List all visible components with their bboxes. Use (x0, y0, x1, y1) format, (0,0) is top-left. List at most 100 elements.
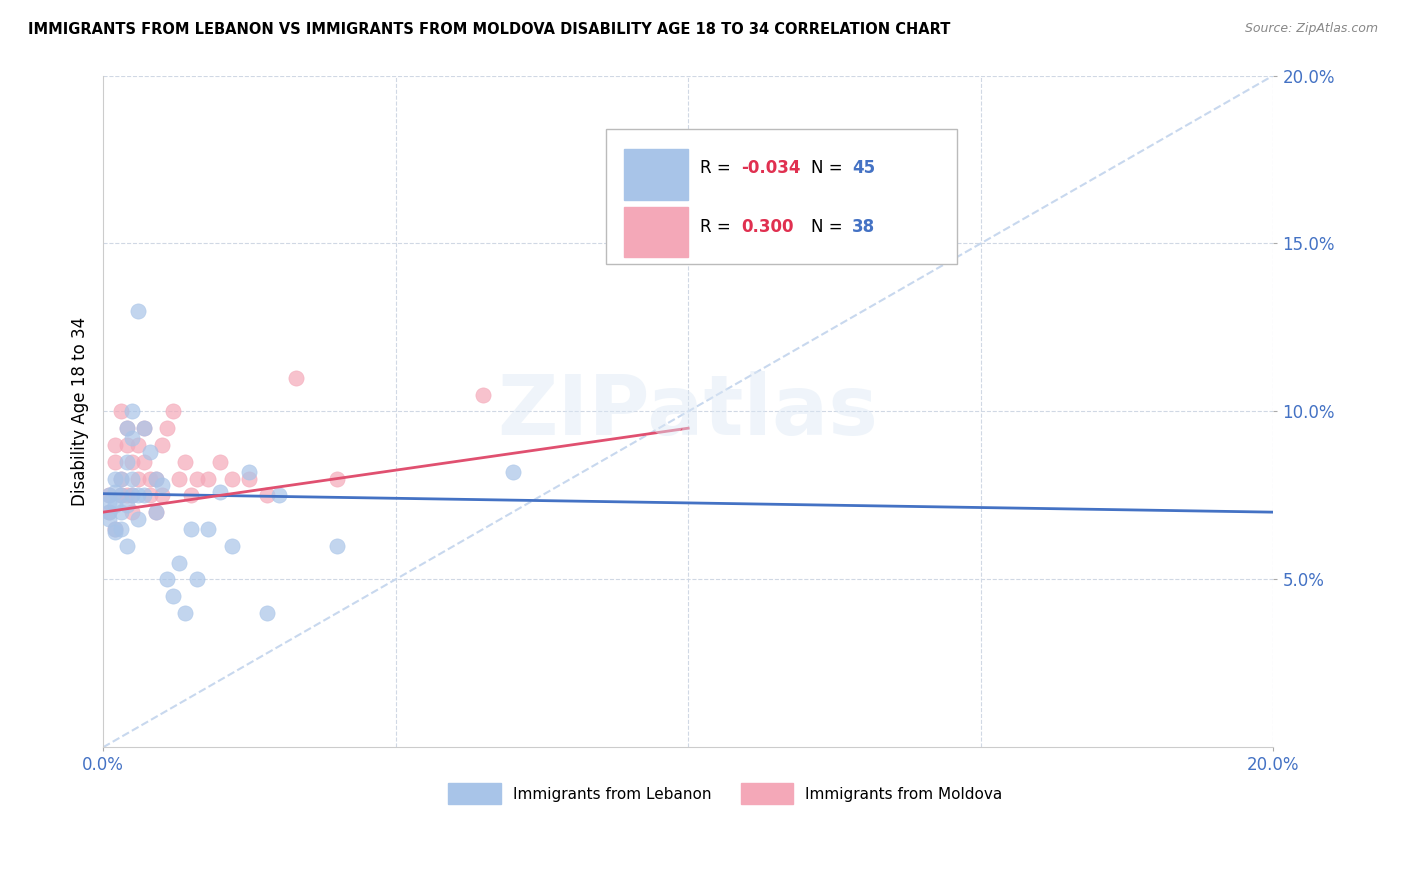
Point (132, 421, 155, 435)
Point (326, 539, 349, 553)
Text: Source: ZipAtlas.com: Source: ZipAtlas.com (1244, 22, 1378, 36)
Point (121, 455, 143, 469)
FancyBboxPatch shape (624, 150, 688, 200)
FancyBboxPatch shape (741, 783, 793, 805)
Point (115, 421, 138, 435)
Point (256, 606, 278, 620)
Point (110, 472, 132, 486)
Text: ZIPatlas: ZIPatlas (498, 371, 879, 452)
Point (127, 472, 149, 486)
Point (238, 465, 260, 479)
Point (132, 421, 155, 435)
Point (167, 472, 190, 486)
Point (98, 495, 121, 509)
Point (98, 488, 121, 502)
Point (221, 539, 243, 553)
Point (197, 522, 219, 536)
Point (150, 438, 173, 452)
Text: R =: R = (700, 218, 735, 235)
Point (139, 472, 162, 486)
Point (150, 488, 173, 502)
Point (104, 455, 127, 469)
Point (326, 472, 349, 486)
Point (104, 438, 127, 452)
FancyBboxPatch shape (606, 129, 957, 264)
Point (145, 472, 167, 486)
Point (121, 488, 143, 502)
Point (162, 589, 184, 603)
Point (110, 505, 132, 519)
FancyBboxPatch shape (624, 207, 688, 257)
Point (121, 505, 143, 519)
Point (174, 455, 197, 469)
Y-axis label: Disability Age 18 to 34: Disability Age 18 to 34 (72, 317, 89, 506)
Point (209, 485, 232, 500)
Point (186, 572, 208, 586)
Point (238, 472, 260, 486)
Point (180, 488, 202, 502)
Point (110, 488, 132, 502)
Point (98, 505, 121, 519)
Point (115, 438, 138, 452)
Point (115, 421, 138, 435)
Point (104, 522, 127, 536)
Point (676, 153, 699, 167)
Point (285, 371, 308, 385)
Point (115, 488, 138, 502)
Text: 0.300: 0.300 (741, 218, 793, 235)
Text: -0.034: -0.034 (741, 160, 800, 178)
Point (98, 488, 121, 502)
Point (110, 472, 132, 486)
Point (267, 488, 290, 502)
Point (104, 499, 127, 513)
Point (110, 522, 132, 536)
Point (209, 455, 232, 469)
Point (197, 472, 219, 486)
Point (502, 465, 524, 479)
Point (139, 444, 162, 458)
Point (104, 472, 127, 486)
Point (167, 556, 190, 570)
Point (121, 431, 143, 445)
Point (98, 512, 121, 526)
Point (180, 522, 202, 536)
Point (127, 512, 149, 526)
Text: 45: 45 (852, 160, 875, 178)
Point (127, 303, 149, 318)
Text: Immigrants from Lebanon: Immigrants from Lebanon (513, 787, 711, 802)
Point (110, 404, 132, 418)
Point (132, 455, 155, 469)
Point (115, 539, 138, 553)
Text: N =: N = (811, 160, 848, 178)
Text: IMMIGRANTS FROM LEBANON VS IMMIGRANTS FROM MOLDOVA DISABILITY AGE 18 TO 34 CORRE: IMMIGRANTS FROM LEBANON VS IMMIGRANTS FR… (28, 22, 950, 37)
Text: Immigrants from Moldova: Immigrants from Moldova (806, 787, 1002, 802)
Point (139, 488, 162, 502)
Point (145, 505, 167, 519)
Point (127, 488, 149, 502)
Point (104, 485, 127, 500)
Point (127, 438, 149, 452)
Point (162, 404, 184, 418)
Point (156, 572, 179, 586)
Point (121, 472, 143, 486)
Point (150, 478, 173, 492)
Point (174, 606, 197, 620)
Point (132, 488, 155, 502)
Text: 38: 38 (852, 218, 875, 235)
Point (145, 472, 167, 486)
FancyBboxPatch shape (449, 783, 501, 805)
Point (121, 488, 143, 502)
Point (115, 455, 138, 469)
Point (186, 472, 208, 486)
Point (98, 505, 121, 519)
Text: N =: N = (811, 218, 848, 235)
Point (256, 488, 278, 502)
Point (104, 525, 127, 540)
Point (104, 522, 127, 536)
Point (145, 505, 167, 519)
Point (472, 387, 495, 401)
Text: R =: R = (700, 160, 735, 178)
Point (121, 404, 143, 418)
Point (115, 499, 138, 513)
Point (221, 472, 243, 486)
